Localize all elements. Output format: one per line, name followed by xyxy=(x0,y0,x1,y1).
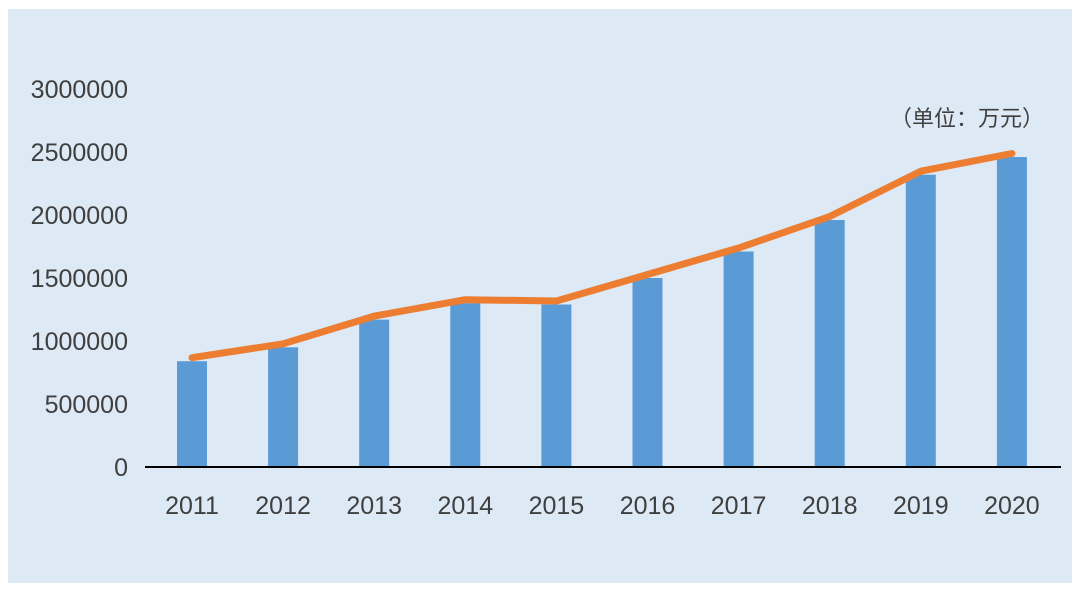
bar-2019 xyxy=(905,174,936,467)
x-category-label-2020: 2020 xyxy=(984,492,1040,520)
bar-2011 xyxy=(177,361,207,467)
x-category-label-2012: 2012 xyxy=(255,492,311,520)
x-category-label-2017: 2017 xyxy=(711,492,767,520)
x-category-label-2011: 2011 xyxy=(165,492,219,520)
x-category-label-2013: 2013 xyxy=(346,492,402,520)
bar-2013 xyxy=(359,319,390,467)
unit-label: （单位：万元） xyxy=(890,106,1045,131)
y-tick-label-1000000: 1000000 xyxy=(31,328,128,356)
bar-2018 xyxy=(814,220,845,467)
chart-panel xyxy=(8,9,1072,583)
trend-line xyxy=(188,150,1016,362)
bar-2017 xyxy=(723,251,754,467)
y-tick-label-2000000: 2000000 xyxy=(31,202,128,230)
y-tick-label-2500000: 2500000 xyxy=(31,139,128,167)
x-category-label-2019: 2019 xyxy=(893,492,949,520)
bar-2014 xyxy=(450,303,481,467)
y-tick-label-3000000: 3000000 xyxy=(31,76,128,104)
x-category-label-2016: 2016 xyxy=(620,492,676,520)
bar-2012 xyxy=(268,347,299,467)
x-category-label-2018: 2018 xyxy=(802,492,858,520)
y-tick-label-0: 0 xyxy=(114,454,128,482)
bar-2020 xyxy=(996,157,1027,467)
y-tick-label-500000: 500000 xyxy=(45,391,128,419)
x-category-label-2014: 2014 xyxy=(437,492,493,520)
y-tick-label-1500000: 1500000 xyxy=(31,265,128,293)
bar-2015 xyxy=(541,304,572,467)
bar-2016 xyxy=(632,278,663,467)
x-category-label-2015: 2015 xyxy=(529,492,585,520)
